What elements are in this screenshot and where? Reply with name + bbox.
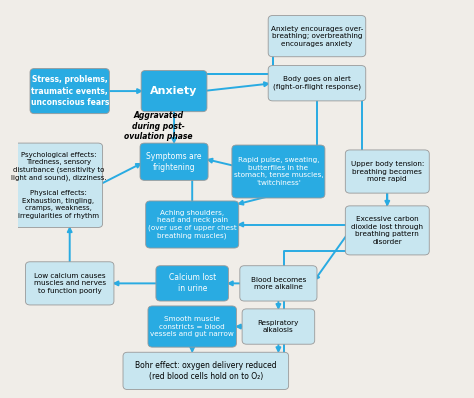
Text: Bohr effect: oxygen delivery reduced
(red blood cells hold on to O₂): Bohr effect: oxygen delivery reduced (re… — [135, 361, 277, 381]
Text: Smooth muscle
constricts = blood
vessels and gut narrow: Smooth muscle constricts = blood vessels… — [150, 316, 234, 337]
Text: Aching shoulders,
head and neck pain
(over use of upper chest
breathing muscles): Aching shoulders, head and neck pain (ov… — [148, 210, 237, 239]
FancyBboxPatch shape — [148, 306, 237, 347]
FancyBboxPatch shape — [346, 150, 429, 193]
FancyBboxPatch shape — [26, 262, 114, 305]
Text: Symptoms are
frightening: Symptoms are frightening — [146, 152, 202, 172]
FancyBboxPatch shape — [268, 16, 366, 57]
FancyBboxPatch shape — [30, 68, 109, 114]
FancyBboxPatch shape — [140, 143, 208, 180]
FancyBboxPatch shape — [346, 206, 429, 255]
FancyBboxPatch shape — [268, 66, 366, 101]
FancyBboxPatch shape — [146, 201, 239, 248]
Text: Rapid pulse, sweating,
butterflies in the
stomach, tense muscles,
'twitchiness': Rapid pulse, sweating, butterflies in th… — [234, 157, 323, 186]
FancyBboxPatch shape — [232, 145, 325, 198]
Text: Respiratory
alkalosis: Respiratory alkalosis — [258, 320, 299, 333]
FancyBboxPatch shape — [123, 352, 289, 390]
Text: Low calcium causes
muscles and nerves
to function poorly: Low calcium causes muscles and nerves to… — [34, 273, 106, 294]
Text: Psychological effects:
Tiredness, sensory
disturbance (sensitivity to
light and : Psychological effects: Tiredness, sensor… — [10, 152, 106, 219]
Text: Excessive carbon
dioxide lost through
breathing pattern
disorder: Excessive carbon dioxide lost through br… — [351, 216, 423, 245]
Text: Upper body tension:
breathing becomes
more rapid: Upper body tension: breathing becomes mo… — [351, 161, 424, 182]
Text: Body goes on alert
(fight-or-flight response): Body goes on alert (fight-or-flight resp… — [273, 76, 361, 90]
FancyBboxPatch shape — [14, 143, 102, 227]
Text: Stress, problems,
traumatic events,
unconscious fears: Stress, problems, traumatic events, unco… — [30, 76, 109, 107]
FancyBboxPatch shape — [240, 266, 317, 301]
FancyBboxPatch shape — [141, 70, 207, 112]
Text: Anxiety: Anxiety — [150, 86, 198, 96]
FancyBboxPatch shape — [242, 309, 315, 344]
Text: Calcium lost
in urine: Calcium lost in urine — [169, 273, 216, 293]
FancyBboxPatch shape — [156, 266, 228, 301]
Text: Blood becomes
more alkaline: Blood becomes more alkaline — [251, 277, 306, 290]
Text: Aggravated
during post-
ovulation phase: Aggravated during post- ovulation phase — [124, 111, 192, 141]
Text: Anxiety encourages over-
breathing; overbreathing
encourages anxiety: Anxiety encourages over- breathing; over… — [271, 25, 363, 47]
